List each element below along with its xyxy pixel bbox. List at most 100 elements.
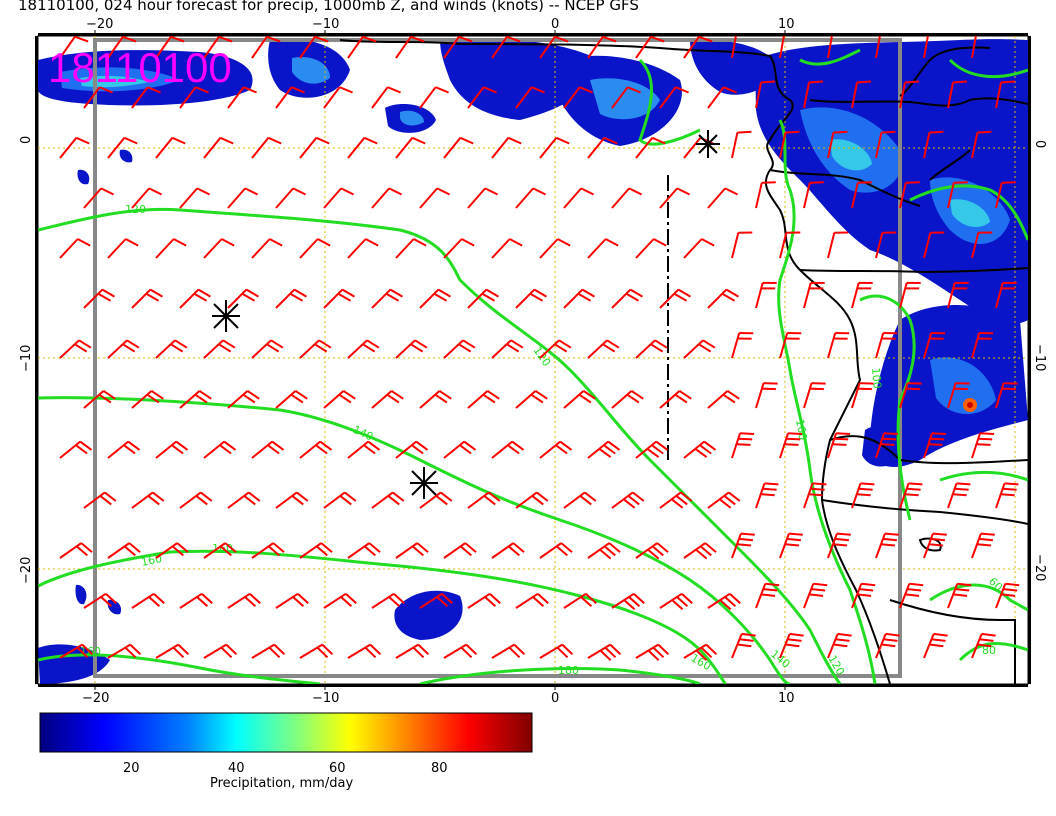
wind-barb (587, 238, 607, 259)
wind-barb-flag (76, 646, 89, 659)
wind-barb-flag (273, 643, 286, 656)
wind-barb-flag (906, 487, 921, 491)
wind-barb-flag (458, 343, 472, 353)
wind-barb (491, 440, 513, 459)
wind-barb-flag (100, 596, 113, 608)
wind-barb (635, 36, 652, 59)
lat-tick-left: −20 (19, 557, 34, 584)
wind-barb (707, 86, 725, 109)
wind-barb (947, 483, 958, 509)
wind-barb-flag (129, 643, 142, 656)
wind-barb (635, 238, 655, 259)
wind-barb-flag (243, 86, 257, 94)
axis-left-bar (35, 36, 38, 684)
wind-barb-flag (316, 646, 329, 659)
wind-barb-flag (149, 288, 164, 298)
wind-barb (659, 288, 680, 309)
wind-barb (251, 542, 274, 559)
wind-barb (995, 382, 1005, 409)
wind-barb-flag (437, 288, 452, 298)
wind-barb-flag (979, 638, 994, 642)
wind-barb-flag (606, 339, 620, 349)
wind-barb-flag (583, 390, 596, 400)
wind-barb-flag (458, 36, 473, 43)
wind-barb-flag (651, 545, 664, 557)
wind-barb (347, 440, 369, 459)
wind-barb (779, 432, 789, 459)
wind-barb-flag (763, 588, 778, 592)
wind-barb (779, 633, 791, 659)
axis-top-bar (38, 33, 1028, 36)
wind-barb (179, 390, 201, 409)
wind-barb-flag (245, 288, 260, 298)
wind-barb-flag (978, 537, 993, 542)
wind-barb-flag (578, 393, 592, 404)
wind-barb-flag (737, 31, 751, 32)
wind-barb (539, 643, 563, 659)
wind-barb-flag (248, 491, 261, 502)
wind-barb-flag (532, 187, 547, 196)
wind-barb-flag (628, 596, 641, 608)
wind-barb (827, 432, 837, 459)
wind-barb-flag (884, 532, 899, 536)
wind-barb-flag (416, 542, 429, 553)
wind-barb-flag (741, 632, 756, 637)
wind-barb (107, 643, 131, 659)
wind-barb (275, 86, 293, 109)
wind-barb-flag (810, 487, 825, 491)
wind-barb (131, 288, 152, 309)
wind-barb (251, 440, 273, 459)
lat-tick-left: −10 (19, 345, 34, 372)
wind-barb-flag (531, 86, 545, 94)
wind-barb (707, 187, 726, 209)
wind-barb-flag (832, 443, 847, 446)
wind-barb-flag (1003, 382, 1018, 385)
wind-barb (347, 36, 364, 59)
wind-barb (107, 339, 128, 359)
wind-barb (659, 86, 677, 109)
wind-barb-flag (535, 390, 548, 400)
wind-barb-flag (172, 646, 185, 659)
wind-barb-flag (952, 493, 967, 497)
wind-barb-flag (554, 343, 568, 353)
wind-barb-flag (679, 390, 692, 400)
wind-barb-flag (1000, 493, 1015, 497)
wind-barb-flag (859, 382, 874, 385)
wind-barb-flag (880, 443, 895, 446)
wind-barb-flag (533, 288, 548, 298)
wind-barb-flag (978, 437, 993, 441)
wind-barb-flag (724, 187, 739, 196)
wind-barb (467, 288, 488, 309)
wind-barb (755, 182, 763, 209)
wind-barb-flag (126, 339, 140, 349)
wind-barb-flag (955, 382, 970, 385)
wind-barb (851, 282, 860, 309)
wind-barb-flag (883, 638, 898, 642)
wind-barb-flag (177, 643, 190, 656)
wind-barb-flag (123, 545, 136, 557)
wind-barb (515, 491, 538, 509)
wind-barb-flag (834, 537, 849, 542)
wind-barb-flag (195, 86, 209, 94)
wind-barb-flag (698, 343, 712, 353)
wind-barb-flag (885, 632, 900, 637)
wind-barb-flag (125, 238, 139, 247)
wind-barb (683, 36, 700, 59)
wind-barb-flag (247, 390, 260, 400)
wind-barb-flag (148, 596, 161, 608)
lat-tick-left: 0 (19, 136, 34, 144)
date-stamp: 18110100 (48, 44, 232, 91)
wind-barb (899, 583, 911, 609)
wind-barb-flag (417, 643, 430, 656)
wind-barb (491, 542, 514, 559)
wind-barb (155, 137, 174, 159)
wind-barb-flag (1003, 588, 1018, 592)
wind-barb-flag (699, 545, 712, 557)
wind-barb-flag (555, 545, 568, 557)
wind-barb-flag (338, 393, 352, 404)
wind-barb (203, 542, 226, 559)
wind-barb (731, 432, 741, 459)
wind-barb (827, 533, 838, 559)
wind-barb (515, 390, 537, 409)
wind-barb (683, 339, 704, 359)
